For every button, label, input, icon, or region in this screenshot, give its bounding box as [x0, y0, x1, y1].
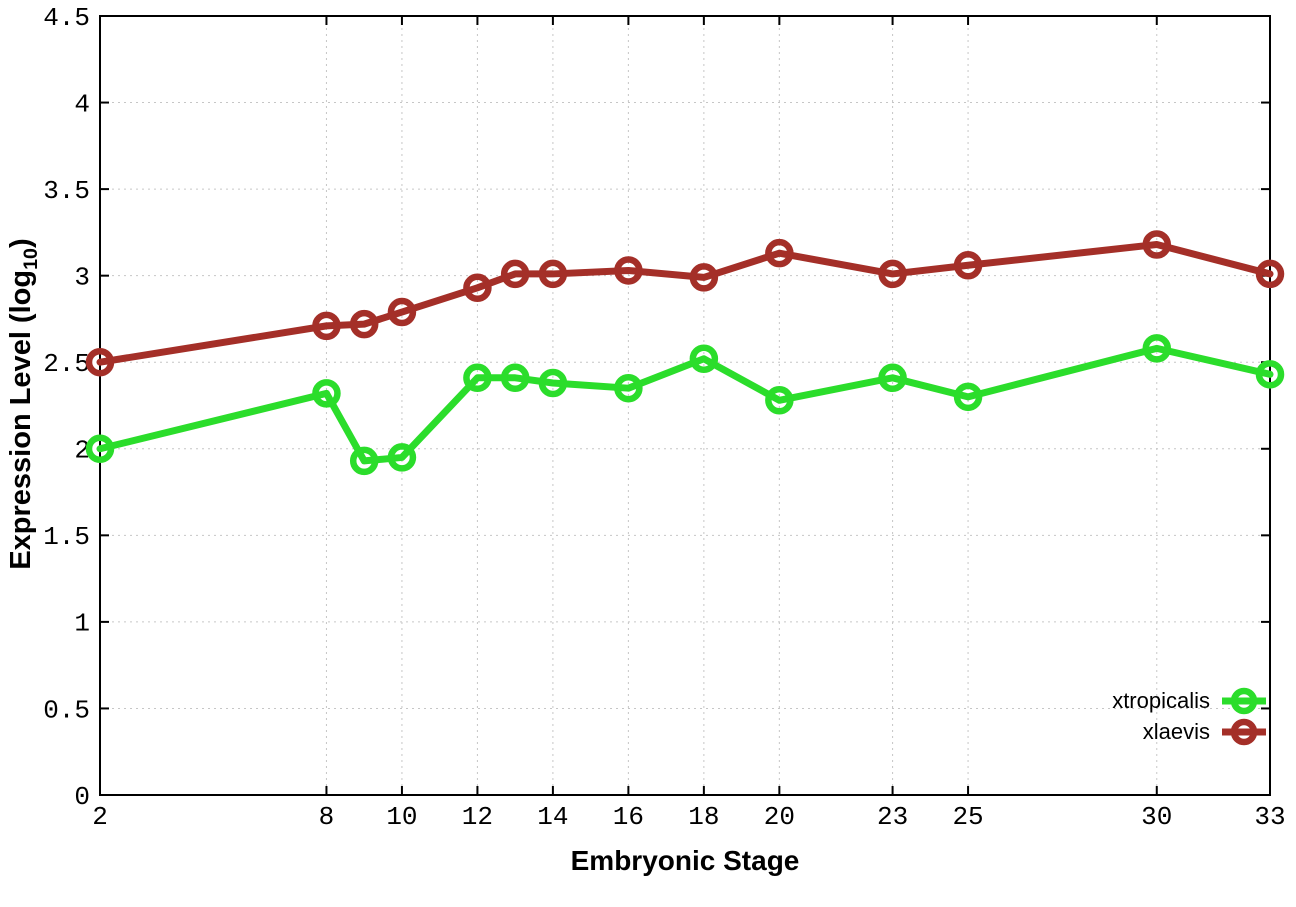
series-line-xtropicalis — [96, 344, 1274, 465]
x-tick-label: 16 — [613, 802, 644, 832]
y-tick-label: 1.5 — [43, 522, 90, 552]
y-axis-title: Expression Level (log10) — [5, 238, 43, 569]
x-tick-label: 8 — [319, 802, 335, 832]
x-tick-label: 20 — [764, 802, 795, 832]
y-tick-label: 2 — [74, 436, 90, 466]
y-tick-label: 0 — [74, 782, 90, 812]
legend-label-xlaevis: xlaevis — [1142, 719, 1210, 744]
data-point-xlaevis — [614, 256, 643, 285]
y-axis-title-subscript: 10 — [19, 247, 42, 270]
x-tick-label: 30 — [1141, 802, 1172, 832]
data-point-xtropicalis — [387, 443, 417, 472]
data-point-xlaevis — [387, 297, 417, 327]
y-tick-label: 2.5 — [43, 349, 90, 379]
data-point-xtropicalis — [765, 386, 794, 415]
data-point-xlaevis — [689, 263, 719, 292]
data-point-xtropicalis — [953, 382, 983, 412]
data-point-xlaevis — [538, 259, 568, 289]
data-point-xlaevis — [765, 238, 794, 268]
data-point-xtropicalis — [538, 368, 568, 398]
y-axis-title-text: Expression Level (log — [5, 269, 38, 570]
x-tick-label: 2 — [92, 802, 108, 832]
data-point-xtropicalis — [878, 363, 907, 393]
x-tick-label: 23 — [877, 802, 908, 832]
data-point-xtropicalis — [1255, 360, 1285, 389]
x-tick-label: 18 — [688, 802, 719, 832]
data-point-xtropicalis — [689, 344, 719, 374]
data-point-xtropicalis — [312, 379, 341, 408]
series-line-xlaevis — [96, 241, 1274, 366]
x-tick-label: 12 — [462, 802, 493, 832]
legend: xtropicalis xlaevis — [1112, 686, 1268, 747]
data-point-xlaevis — [1255, 259, 1285, 289]
x-axis-title: Embryonic Stage — [570, 845, 800, 876]
y-axis-title-suffix: ) — [5, 238, 38, 248]
x-tick-label: 10 — [386, 802, 417, 832]
y-tick-label: 3.5 — [43, 176, 90, 206]
y-tick-label: 1 — [74, 609, 90, 639]
data-point-xlaevis — [312, 311, 341, 341]
data-point-xlaevis — [85, 347, 115, 377]
x-tick-label: 33 — [1254, 802, 1285, 832]
y-tick-label: 4.5 — [43, 3, 90, 33]
plot-border — [99, 15, 1271, 796]
data-point-xtropicalis — [463, 363, 492, 393]
x-tick-label: 14 — [537, 802, 568, 832]
y-tick-label: 0.5 — [43, 695, 90, 725]
legend-item-xlaevis: xlaevis — [1112, 717, 1268, 747]
data-point-xlaevis — [349, 309, 379, 339]
y-tick-label: 3 — [74, 263, 90, 293]
legend-marker-xlaevis-icon — [1222, 718, 1266, 746]
legend-marker-xtropicalis-icon — [1222, 687, 1266, 715]
legend-label-xtropicalis: xtropicalis — [1112, 688, 1210, 713]
data-point-xtropicalis — [500, 363, 530, 393]
data-point-xlaevis — [500, 259, 530, 289]
data-point-xlaevis — [463, 273, 492, 303]
legend-item-xtropicalis: xtropicalis — [1112, 686, 1268, 716]
data-point-xtropicalis — [85, 434, 115, 464]
data-point-xtropicalis — [1142, 334, 1172, 363]
data-point-xlaevis — [953, 251, 983, 280]
data-point-xlaevis — [1142, 230, 1172, 259]
data-point-xtropicalis — [349, 446, 379, 476]
y-tick-label: 4 — [74, 89, 90, 119]
x-tick-label: 25 — [952, 802, 983, 832]
data-point-xtropicalis — [614, 373, 643, 403]
data-point-xlaevis — [878, 259, 907, 289]
